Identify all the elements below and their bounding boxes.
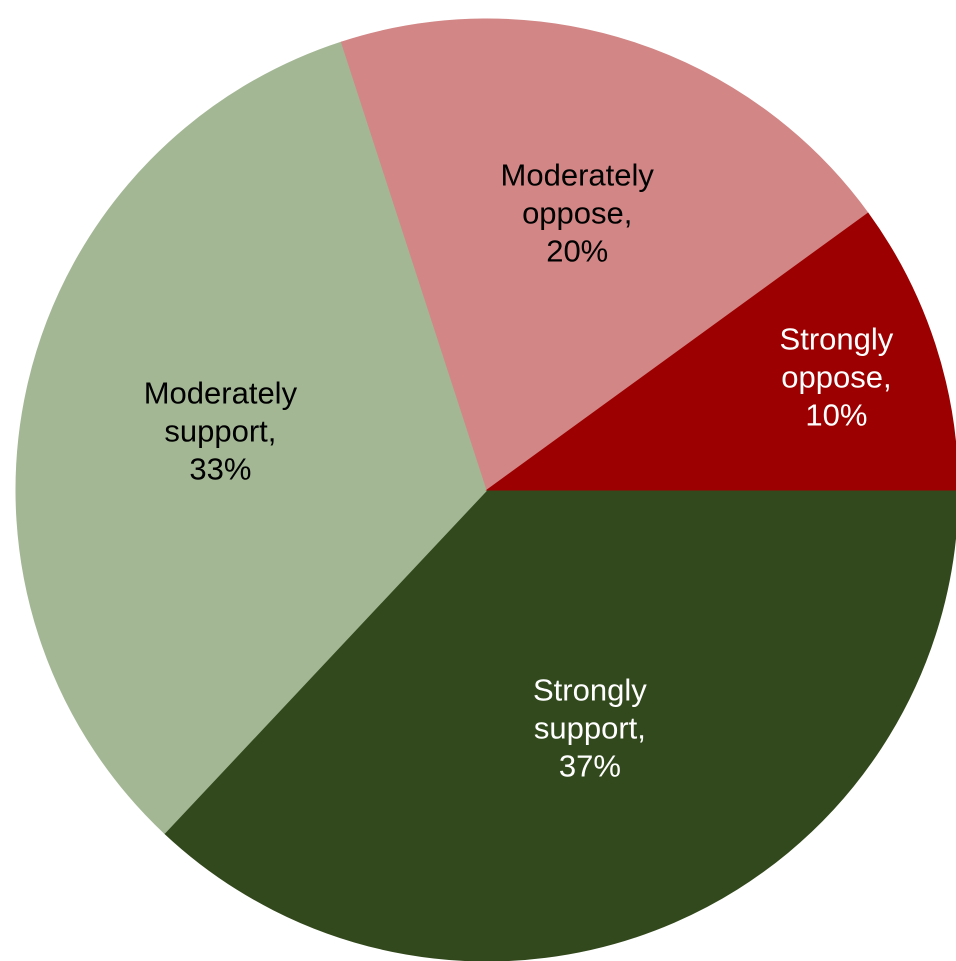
pie-label-moderately-support: Moderately support, 33% — [144, 375, 298, 486]
pie-label-strongly-oppose: Strongly oppose, 10% — [780, 321, 894, 432]
pie-slice-strongly-oppose — [485, 212, 956, 491]
pie-slice-moderately-support — [15, 41, 488, 835]
pie-labels: Strongly support, 37% Moderately support, 33%… — [144, 157, 894, 783]
pie-label-moderately-oppose: Moderately oppose, 20% — [501, 157, 655, 268]
pie-slice-strongly-support — [163, 489, 956, 961]
pie-slices — [15, 18, 956, 961]
pie-slice-moderately-oppose — [340, 18, 869, 491]
pie-label-strongly-support: Strongly support, 37% — [533, 673, 647, 784]
